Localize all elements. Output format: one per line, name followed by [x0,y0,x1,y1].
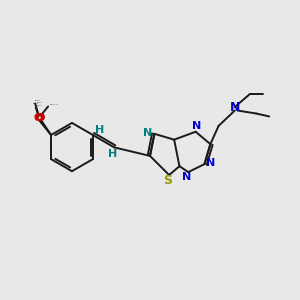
Text: N: N [182,172,191,182]
Text: O: O [35,113,45,124]
Text: H: H [95,125,104,135]
Text: O: O [34,113,43,123]
Text: methoxy: methoxy [37,104,44,106]
Text: H: H [108,149,117,159]
Text: methoxy: methoxy [35,100,41,101]
Text: methoxy: methoxy [37,102,44,104]
Text: methoxy: methoxy [33,103,39,104]
Text: O: O [33,113,43,123]
Text: S: S [163,174,172,188]
Text: N: N [206,158,216,168]
Text: N: N [193,122,202,131]
Text: methoxy_lbl: methoxy_lbl [50,103,58,105]
Text: N: N [143,128,153,138]
Text: N: N [230,100,241,113]
